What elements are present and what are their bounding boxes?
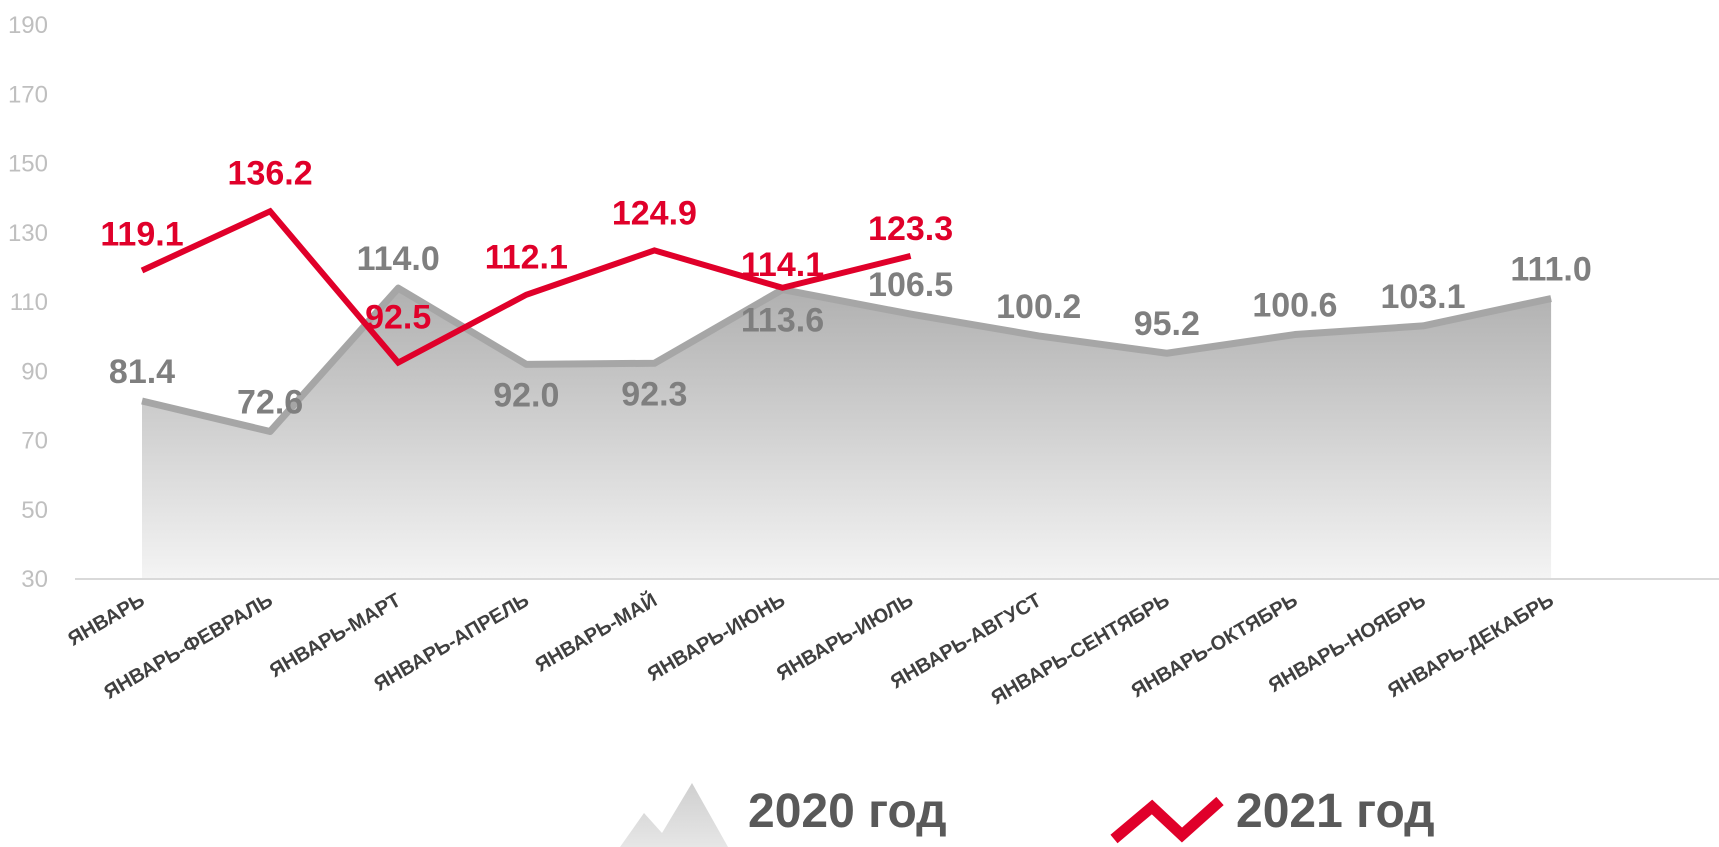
data-label-2021: 124.9 — [612, 194, 697, 232]
legend-label-2021: 2021 год — [1236, 784, 1435, 838]
data-label-2020: 81.4 — [109, 353, 175, 391]
data-label-2020: 114.0 — [357, 240, 440, 278]
y-axis: 30 50 70 90 110 130 150 170 190 — [8, 12, 48, 593]
area-legend-icon — [620, 783, 728, 847]
y-tick-label: 150 — [8, 151, 48, 178]
y-tick-label: 30 — [21, 566, 48, 593]
data-label-2020: 111.0 — [1510, 251, 1591, 289]
y-tick-label: 170 — [8, 81, 48, 108]
x-axis: ЯНВАРЬЯНВАРЬ-ФЕВРАЛЬЯНВАРЬ-МАРТЯНВАРЬ-АП… — [64, 588, 1557, 710]
data-label-2021: 136.2 — [228, 154, 313, 192]
data-label-2021: 92.5 — [365, 299, 431, 337]
line-2020 — [141, 284, 1552, 435]
data-label-2020: 113.6 — [741, 302, 824, 340]
y-tick-label: 130 — [8, 220, 48, 247]
area-layer — [141, 284, 1552, 579]
data-label-2020: 92.0 — [493, 376, 559, 414]
data-label-2020: 72.6 — [237, 383, 303, 421]
data-label-2020: 103.1 — [1380, 278, 1465, 316]
y-tick-label: 90 — [21, 358, 48, 385]
data-label-2021: 114.1 — [741, 246, 824, 284]
y-tick-label: 110 — [10, 289, 48, 316]
data-label-2021: 119.1 — [100, 215, 183, 253]
data-label-2020: 95.2 — [1134, 305, 1200, 343]
data-label-2020: 106.5 — [868, 266, 953, 304]
y-tick-label: 190 — [8, 12, 48, 39]
data-label-2020: 92.3 — [621, 375, 687, 413]
legend-2020: 2020 год — [620, 775, 947, 847]
data-label-2021: 123.3 — [868, 210, 953, 248]
line-legend-icon — [1110, 796, 1224, 844]
y-tick-label: 70 — [21, 428, 48, 455]
area-2020 — [142, 288, 1552, 579]
x-tick-label: ЯНВАРЬ-МАЙ — [531, 588, 661, 677]
data-label-2020: 100.6 — [1252, 287, 1337, 325]
line-layer — [140, 207, 912, 367]
label-layer: 81.4 72.6 114.0 92.0 92.3 113.6 106.5 100.2 95.2… — [100, 154, 1591, 421]
x-tick-label: ЯНВАРЬ — [64, 589, 148, 650]
legend-2021: 2021 год — [1108, 775, 1435, 847]
x-tick-label: ЯНВАРЬ-ИЮНЬ — [644, 589, 789, 686]
data-label-2021: 112.1 — [485, 239, 568, 277]
data-label-2020: 100.2 — [996, 288, 1081, 326]
line-2021 — [140, 207, 912, 367]
legend-label-2020: 2020 год — [748, 784, 947, 838]
y-tick-label: 50 — [21, 497, 48, 524]
